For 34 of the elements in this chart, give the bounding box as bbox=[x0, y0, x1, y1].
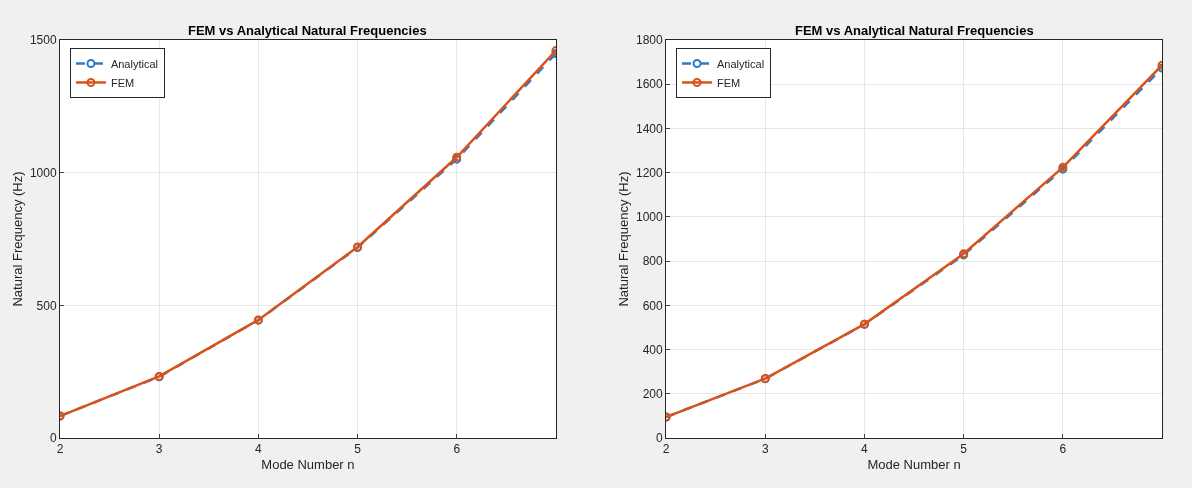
chart-title: FEM vs Analytical Natural Frequencies bbox=[795, 23, 1034, 38]
legend-label: Analytical bbox=[110, 57, 158, 70]
legend-label: FEM bbox=[110, 76, 135, 89]
x-tick-label: 2 bbox=[56, 442, 64, 457]
y-axis-title: Natural Frequency (Hz) bbox=[9, 171, 25, 307]
y-tick-label: 800 bbox=[642, 254, 664, 269]
y-tick-label: 1600 bbox=[636, 77, 664, 92]
y-tick-label: 0 bbox=[49, 431, 57, 446]
x-tick-label: 5 bbox=[354, 442, 362, 457]
legend-label: Analytical bbox=[717, 57, 765, 70]
x-tick-label: 5 bbox=[960, 442, 968, 457]
legend-label: FEM bbox=[717, 76, 741, 89]
x-tick-label: 4 bbox=[861, 442, 869, 457]
x-tick-label: 3 bbox=[155, 442, 163, 457]
x-tick-label: 2 bbox=[662, 442, 670, 457]
y-tick-label: 600 bbox=[642, 298, 664, 313]
y-tick-label: 400 bbox=[642, 342, 664, 357]
y-tick-label: 0 bbox=[656, 431, 664, 446]
y-axis-title: Natural Frequency (Hz) bbox=[615, 171, 631, 307]
y-tick-label: 1800 bbox=[636, 33, 664, 48]
x-axis-title: Mode Number n bbox=[867, 457, 961, 472]
y-tick-label: 200 bbox=[642, 386, 664, 401]
y-tick-label: 1400 bbox=[636, 121, 664, 136]
x-tick-label: 4 bbox=[255, 442, 263, 457]
y-tick-label: 1000 bbox=[29, 165, 57, 180]
chart-title: FEM vs Analytical Natural Frequencies bbox=[188, 23, 427, 38]
y-tick-label: 1500 bbox=[29, 33, 57, 48]
x-tick-label: 6 bbox=[453, 442, 461, 457]
x-tick-label: 3 bbox=[761, 442, 769, 457]
x-tick-label: 6 bbox=[1059, 442, 1067, 457]
y-tick-label: 1200 bbox=[636, 165, 664, 180]
y-tick-label: 500 bbox=[36, 298, 57, 313]
y-tick-label: 1000 bbox=[636, 210, 664, 225]
x-axis-title: Mode Number n bbox=[261, 457, 355, 472]
